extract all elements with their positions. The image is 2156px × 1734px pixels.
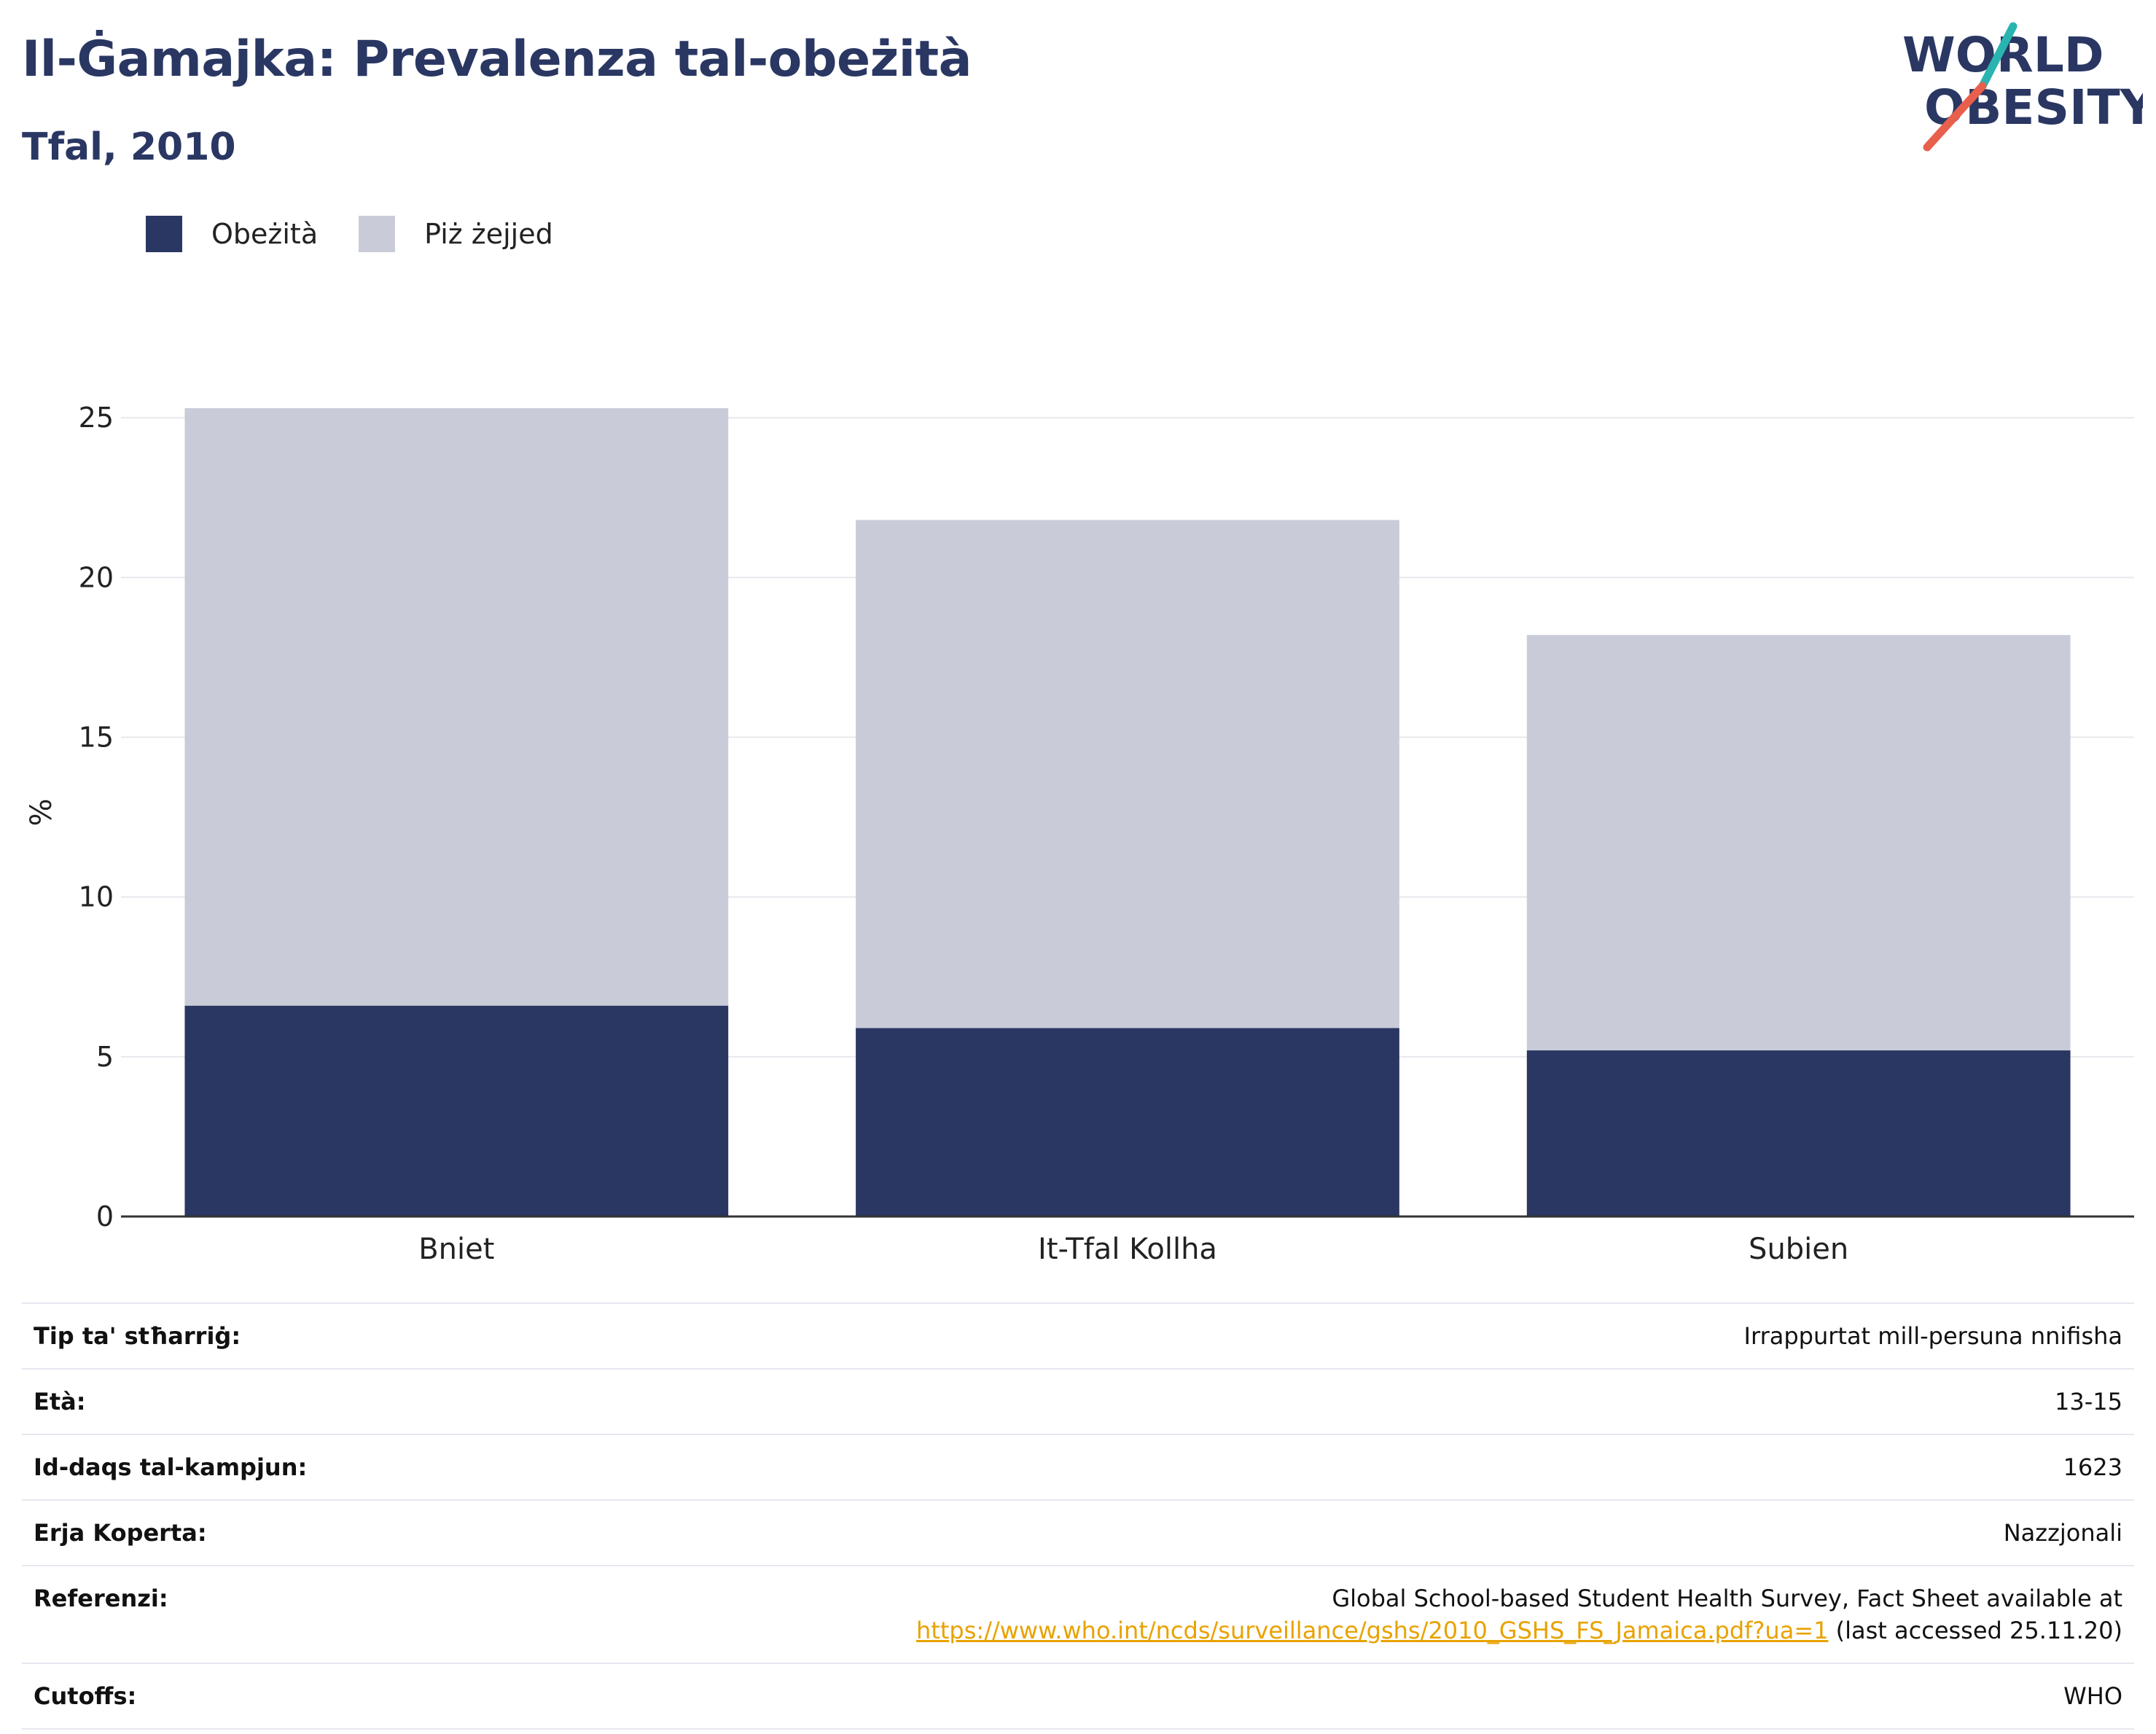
info-label: Id-daqs tal-kampjun: bbox=[34, 1453, 308, 1481]
info-label: Cutoffs: bbox=[34, 1682, 137, 1710]
info-value: 1623 bbox=[2063, 1453, 2122, 1481]
legend-swatch-overweight bbox=[359, 216, 396, 252]
info-label: Referenzi: bbox=[34, 1585, 168, 1612]
info-row-area-covered: Erja Koperta: Nazzjonali bbox=[22, 1500, 2134, 1566]
info-value-reference: Global School-based Student Health Surve… bbox=[433, 1566, 2134, 1663]
chart-title: Il-Ġamajka: Prevalenza tal-obeżità bbox=[22, 31, 972, 88]
bar-overweight bbox=[1526, 635, 2071, 1051]
y-tick-label: 15 bbox=[79, 721, 114, 753]
info-row-sample-size: Id-daqs tal-kampjun: 1623 bbox=[22, 1434, 2134, 1500]
y-tick-label: 20 bbox=[79, 561, 114, 593]
y-tick-label: 5 bbox=[96, 1041, 114, 1073]
legend-item-obesity[interactable]: Obeżità bbox=[146, 216, 318, 252]
logo-slash-teal bbox=[1978, 22, 2018, 90]
x-tick-label: Bniet bbox=[418, 1233, 494, 1266]
info-value: Nazzjonali bbox=[2003, 1519, 2122, 1547]
x-tick-label: Subien bbox=[1749, 1233, 1848, 1266]
y-tick-label: 25 bbox=[79, 402, 114, 434]
legend-label-overweight: Piż żejjed bbox=[424, 218, 553, 250]
bar-obesity bbox=[856, 1028, 1399, 1216]
legend-label-obesity: Obeżità bbox=[211, 218, 319, 250]
info-row-survey-type: Tip ta' stħarriġ: Irrappurtat mill-persu… bbox=[22, 1303, 2134, 1369]
info-label: Tip ta' stħarriġ: bbox=[34, 1322, 241, 1350]
info-value: WHO bbox=[2063, 1682, 2122, 1710]
legend-item-overweight[interactable]: Piż żejjed bbox=[359, 216, 553, 252]
bar-obesity bbox=[1526, 1050, 2071, 1216]
survey-info-table: Tip ta' stħarriġ: Irrappurtat mill-persu… bbox=[22, 1303, 2134, 1730]
y-tick-label: 0 bbox=[96, 1200, 114, 1233]
world-obesity-logo: WORLD OBESITY bbox=[1902, 22, 2143, 152]
bar-overweight bbox=[184, 408, 729, 1006]
reference-accessed-note: (last accessed 25.11.20) bbox=[1828, 1617, 2122, 1644]
info-label: Età: bbox=[34, 1388, 86, 1415]
x-tick-label: It-Tfal Kollha bbox=[1038, 1233, 1217, 1266]
legend-swatch-obesity bbox=[146, 216, 182, 252]
info-value: Irrappurtat mill-persuna nnifisha bbox=[1743, 1322, 2122, 1350]
reference-link[interactable]: https://www.who.int/ncds/surveillance/gs… bbox=[916, 1617, 1829, 1644]
bar-obesity bbox=[184, 1005, 729, 1216]
y-tick-label: 10 bbox=[79, 881, 114, 913]
info-label: Erja Koperta: bbox=[34, 1519, 207, 1547]
info-row-age: Età: 13-15 bbox=[22, 1369, 2134, 1434]
logo-slash-red bbox=[1923, 82, 1987, 152]
chart-legend: Obeżità Piż żejjed bbox=[146, 216, 594, 252]
reference-text: Global School-based Student Health Surve… bbox=[1332, 1585, 2122, 1612]
info-value: 13-15 bbox=[2055, 1388, 2122, 1415]
bar-overweight bbox=[856, 520, 1399, 1028]
info-row-references: Referenzi: Global School-based Student H… bbox=[22, 1566, 2134, 1663]
stacked-bar-chart: 0 5 10 15 20 25 Bniet It-Tfal Kollha Subien% bbox=[25, 402, 2134, 1266]
info-row-cutoffs: Cutoffs: WHO bbox=[22, 1663, 2134, 1729]
chart-subtitle: Tfal, 2010 bbox=[22, 125, 236, 169]
y-axis-label: % bbox=[25, 798, 58, 826]
logo-line-1: WORLD bbox=[1902, 27, 2104, 83]
